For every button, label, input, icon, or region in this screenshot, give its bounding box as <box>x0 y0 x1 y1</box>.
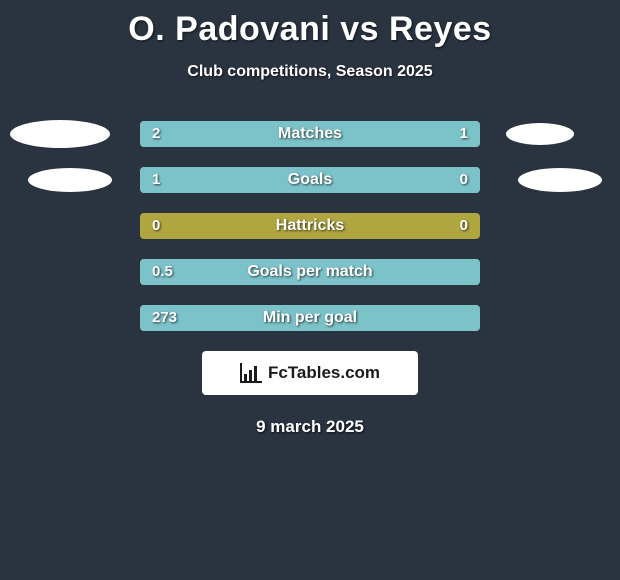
stat-row: Hattricks 0 0 <box>0 213 620 239</box>
metric-label: Matches <box>278 121 342 147</box>
metric-label: Min per goal <box>263 305 357 331</box>
player-right-ellipse <box>518 168 602 192</box>
stat-row: Min per goal 273 <box>0 305 620 331</box>
metric-label: Goals <box>288 167 332 193</box>
attribution-text: FcTables.com <box>268 363 380 383</box>
value-left: 0 <box>152 213 160 239</box>
bar-right-fill <box>402 167 480 193</box>
value-left: 0.5 <box>152 259 173 285</box>
comparison-chart: Matches 2 1 Goals 1 0 Hattricks 0 0 Goals per mat… <box>0 121 620 331</box>
stat-row: Goals per match 0.5 <box>0 259 620 285</box>
value-right: 0 <box>460 213 468 239</box>
bar-chart-icon <box>240 363 262 383</box>
metric-label: Hattricks <box>276 213 344 239</box>
player-right-ellipse <box>506 123 574 145</box>
metric-label: Goals per match <box>247 259 372 285</box>
attribution-badge: FcTables.com <box>202 351 418 395</box>
page-title: O. Padovani vs Reyes <box>0 0 620 49</box>
stat-row: Goals 1 0 <box>0 167 620 193</box>
value-left: 2 <box>152 121 160 147</box>
subtitle: Club competitions, Season 2025 <box>0 63 620 81</box>
stat-row: Matches 2 1 <box>0 121 620 147</box>
bar-left-fill <box>140 167 402 193</box>
value-right: 1 <box>460 121 468 147</box>
value-left: 1 <box>152 167 160 193</box>
player-left-ellipse <box>10 120 110 148</box>
value-right: 0 <box>460 167 468 193</box>
player-left-ellipse <box>28 168 112 192</box>
value-left: 273 <box>152 305 177 331</box>
date-label: 9 march 2025 <box>0 417 620 437</box>
